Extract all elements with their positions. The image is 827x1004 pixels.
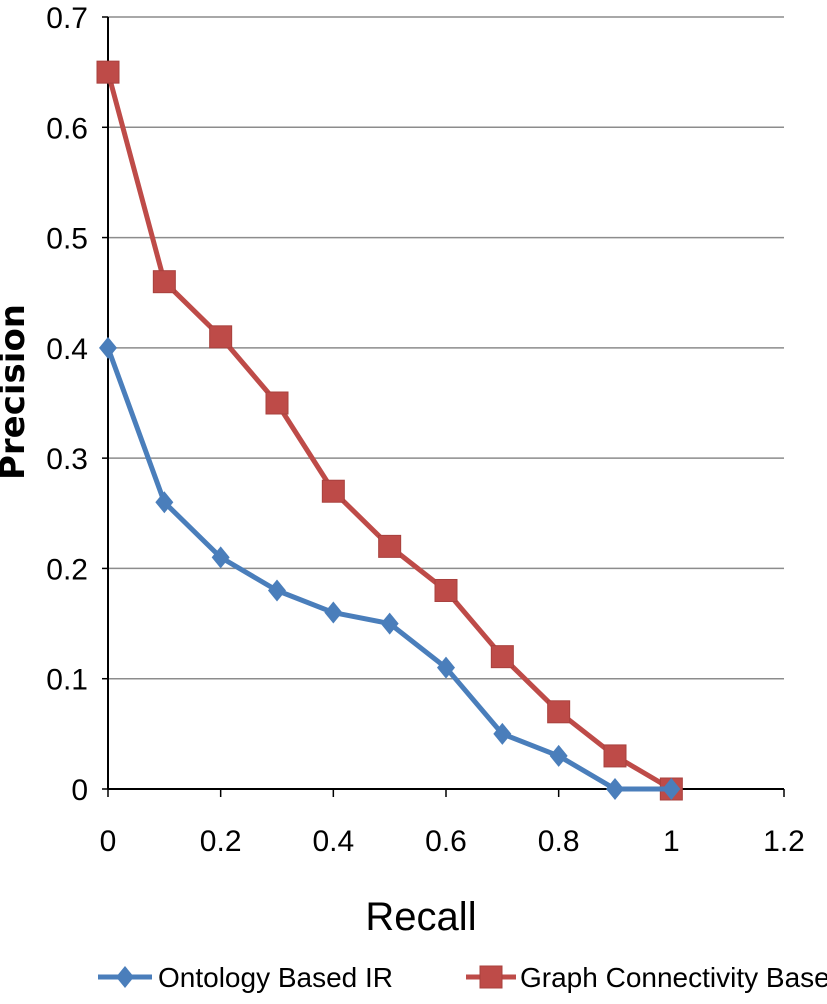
legend-label-graph-connectivity: Graph Connectivity Based IR [520,962,827,993]
data-point-ontology [549,744,568,767]
x-tick-label: 1.2 [763,825,805,858]
y-axis-title: Precision [0,304,33,480]
data-point-graph-connectivity [434,578,458,602]
data-point-graph-connectivity [209,325,233,349]
legend-marker-graph-connectivity [479,965,503,989]
y-tick-label: 0.1 [46,664,88,697]
x-axis-title: Recall [365,895,476,939]
axes [102,16,785,797]
y-tick-label: 0 [71,774,88,807]
data-point-ontology [662,778,681,800]
data-point-ontology [493,722,512,745]
tick-labels: 0 0.1 0.2 0.3 0.4 0.5 0.6 0.7 0 0.2 0.4 0.6 0.8 1 1.2 [46,2,805,858]
data-point-graph-connectivity [152,270,176,294]
data-point-ontology [211,546,230,569]
data-point-graph-connectivity [603,744,627,768]
y-tick-label: 0.7 [46,2,88,35]
data-point-graph-connectivity [265,391,289,415]
data-point-ontology [437,656,455,679]
data-point-ontology [606,778,624,800]
data-point-graph-connectivity [321,479,345,503]
legend: Ontology Based IR Graph Connectivity Base… [98,962,827,993]
x-tick-label: 0.6 [425,825,467,858]
series-line-graph-connectivity [105,71,673,792]
y-tick-label: 0.3 [46,443,88,476]
x-tick-label: 0.2 [200,825,242,858]
x-tick-label: 0.8 [538,825,580,858]
data-point-graph-connectivity [378,534,402,558]
data-point-graph-connectivity [547,700,571,724]
y-tick-label: 0.2 [46,553,88,586]
y-tick-label: 0.5 [46,223,88,256]
legend-label-ontology: Ontology Based IR [158,962,393,993]
data-point-graph-connectivity [96,60,120,84]
legend-marker-ontology [116,966,134,988]
data-point-ontology [324,601,343,624]
x-tick-label: 0.4 [312,825,354,858]
data-point-ontology [99,336,117,359]
y-tick-label: 0.4 [46,333,88,366]
data-point-graph-connectivity [490,645,514,669]
x-tick-label: 1 [663,825,680,858]
x-tick-label: 0 [100,825,117,858]
data-point-ontology [268,579,286,602]
data-point-ontology [380,612,399,635]
series-group [96,60,683,801]
y-tick-label: 0.6 [46,112,88,145]
data-point-ontology [155,491,174,514]
